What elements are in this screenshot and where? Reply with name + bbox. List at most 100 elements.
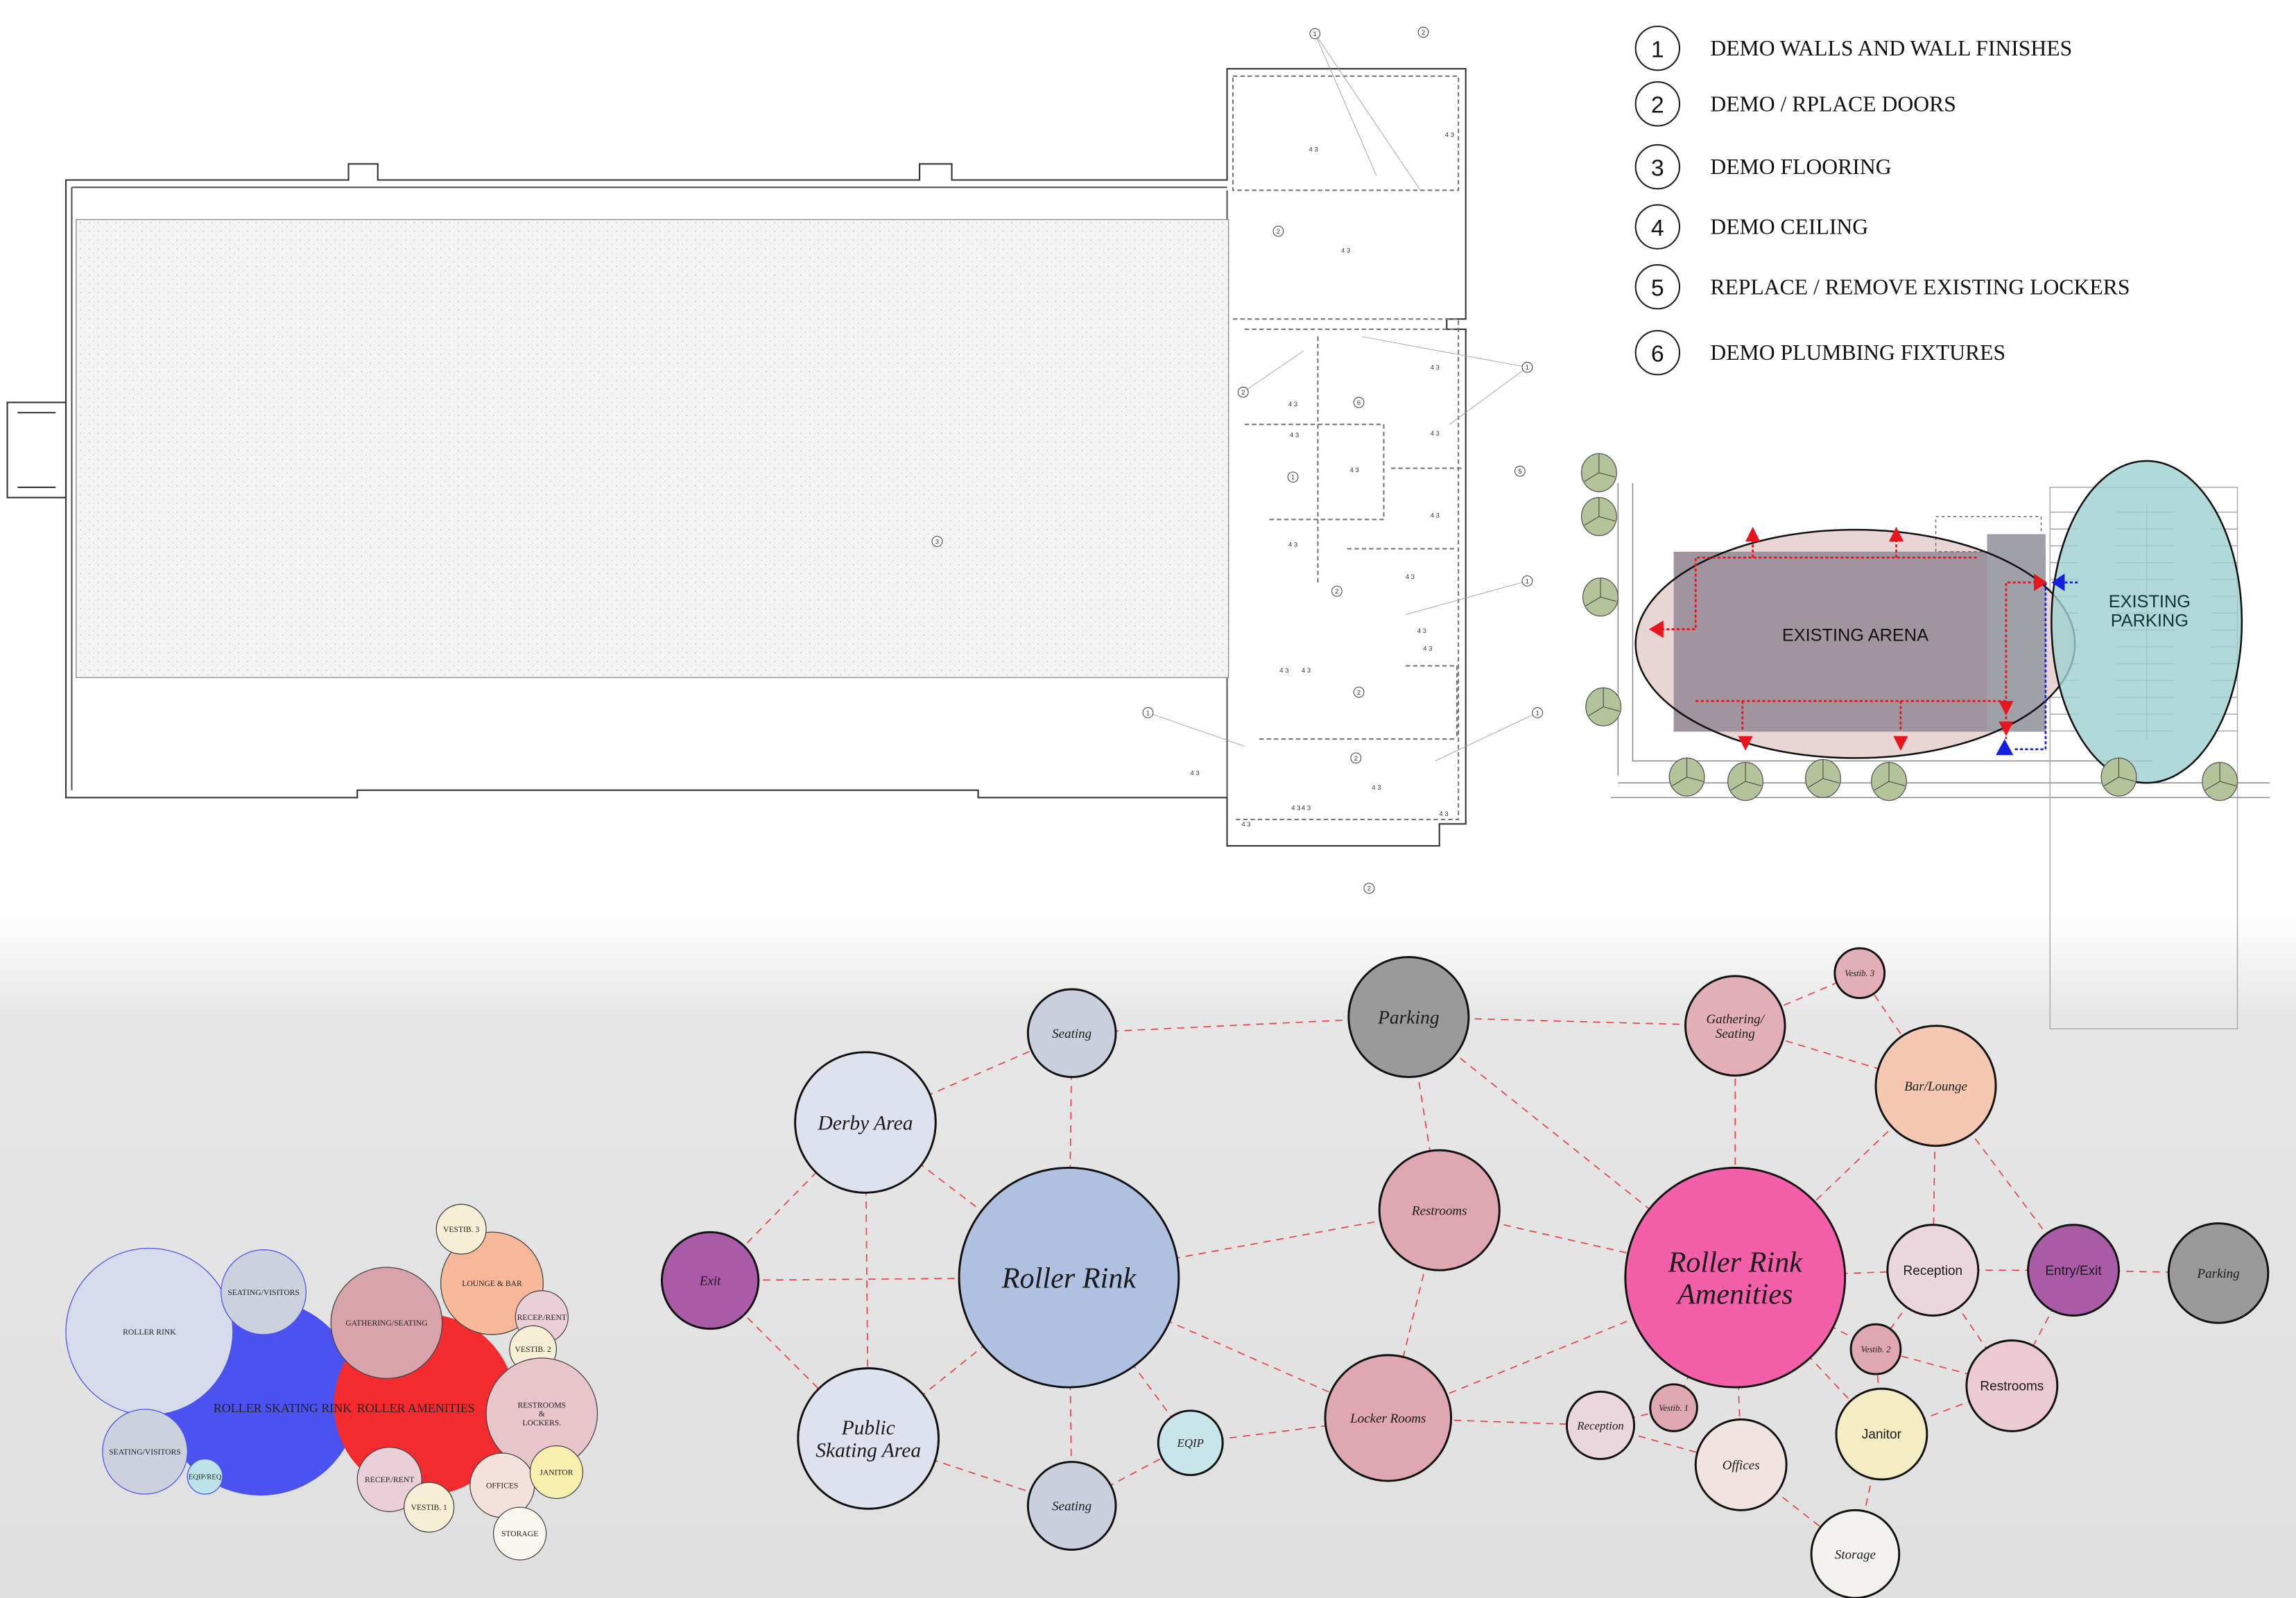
adjacency-edge [710,1276,1069,1281]
tree-branch [1585,577,1617,607]
callout-circle [1363,883,1375,894]
callout-circle [1521,575,1533,587]
adjacency-edge [1859,973,1937,1086]
annex-rooms [1232,75,1460,821]
space-bubble-label: STORAGE [501,1529,538,1538]
legend-number-circle [1634,264,1681,310]
space-bubble-label-line: LOUNGE & BAR [462,1279,522,1288]
legend-number: 3 [1651,155,1664,181]
egress-arrow-icon [2034,573,2048,591]
space-bubble-label-line: STORAGE [501,1529,538,1538]
adjacency-node-label: Roller Rink [1001,1262,1137,1295]
space-bubble [492,1506,547,1561]
adjacency-node-label: Storage [1835,1547,1876,1562]
adjacency-node [1026,988,1117,1079]
site-plan: EXISTING ARENA EXISTING PARKING [1580,453,2270,1030]
west-entrance [6,401,67,498]
site-trees [1580,453,2238,801]
space-bubble-label-line: SEATING/VISITORS [227,1288,300,1297]
adjacency-edge [1388,1417,1601,1426]
adjacency-node-label-line: Parking [1377,1007,1439,1028]
space-bubble-label-line: VESTIB. 1 [411,1503,447,1512]
callout-tag: 4 3 [1290,431,1299,439]
callout-leader [1406,580,1528,615]
callout-tag: 4 3 [1241,821,1250,828]
adjacency-node-label-line: Seating [1052,1027,1091,1041]
adjacency-node-label-line: Roller Rink [1001,1262,1137,1295]
legend-label: DEMO PLUMBING FIXTURES [1710,340,2005,365]
adjacency-node-label: Roller Rink Amenities [1668,1246,1804,1310]
callout-tag: 4 3 [1341,247,1350,254]
adjacency-edge [1932,1269,2013,1387]
adjacency-node-label: Seating [1052,1500,1091,1514]
tree-branch [2104,758,2135,786]
space-bubble-label-line: EQIP/REQ [189,1473,222,1481]
space-bubble-label: GATHERING/SEATING [345,1319,428,1328]
callout-tag: 2 [1422,29,1425,37]
adjacency-node [1835,1387,1928,1481]
adjacency-node-label-line: Bar/Lounge [1904,1079,1967,1094]
space-bubble-label: EQIP/REQ [189,1473,222,1481]
adjacency-node-label: Bar/Lounge [1904,1079,1967,1094]
space-bubble-label-line: VESTIB. 3 [443,1225,479,1234]
space-bubble-label-line: SEATING/VISITORS [109,1448,181,1457]
adjacency-node-label: Derby Area [817,1112,913,1134]
legend-label: DEMO CEILING [1710,215,1868,239]
callout-circle [1237,386,1249,398]
adjacency-node-label: Restrooms [1980,1380,2044,1394]
space-bubble [187,1458,223,1495]
callout-circle [1353,397,1365,408]
entry-arrow-icon [1996,738,2014,756]
space-bubble-label-line: ROLLER RINK [123,1328,176,1337]
space-bubble-label: OFFICES [486,1482,518,1491]
adjacency-node-label-line: Exit [699,1274,721,1289]
space-bubble-label: SEATING/VISITORS [227,1288,300,1297]
legend-label: DEMO / RPLACE DOORS [1710,92,1956,116]
legend-number: 2 [1651,92,1664,119]
callout-tag: 2 [1354,755,1358,763]
adjacency-node-label-line: Parking [2196,1267,2239,1281]
egress-arrow-icon [1888,526,1904,541]
space-bubble-label-line: GATHERING/SEATING [345,1319,428,1328]
space-bubble [435,1204,487,1255]
space-bubble-label: JANITOR [540,1468,573,1477]
adjacency-node-label-line: Public [841,1417,895,1439]
adjacency-node-label-line: Skating Area [815,1440,921,1462]
arena-annex [1987,534,2046,732]
adjacency-node-label-line: Amenities [1675,1278,1793,1311]
space-bubble-label-line: RESTROOMS [517,1400,566,1409]
callout-tag: 4 3 [1423,645,1432,652]
site-roads [1610,483,2270,799]
adjacency-node [1874,1025,1997,1147]
egress-arrow-icon [1999,721,2014,736]
callout-circle [1350,752,1362,764]
tree-branch [1730,762,1762,791]
parking-label-line2: PARKING [2111,611,2189,630]
adjacency-node [1565,1390,1636,1460]
adjacency-node-label-line: Janitor [1862,1427,1902,1442]
adjacency-node-label-line: Vestib. 1 [1659,1403,1689,1413]
adjacency-node [2167,1222,2270,1324]
parking-zone [2051,460,2243,784]
adjacency-node-label: Reception [1576,1419,1623,1432]
egress-paths [1648,526,2080,756]
callout-circle [1142,707,1154,718]
callout-leader [1449,367,1528,425]
callout-tag: 1 [1526,364,1529,372]
tree-branch [1672,758,1703,786]
space-bubble [221,1249,307,1335]
space-bubble [356,1446,422,1513]
callout-tag: 4 3 [1417,627,1426,635]
callout-circle [1309,28,1321,40]
adjacency-node-label: Restrooms [1411,1204,1467,1218]
adjacency-node [660,1231,760,1330]
callout-tag: 4 3 [1190,770,1199,777]
legend-number: 6 [1651,340,1664,367]
adjacency-node-label: Vestib. 2 [1861,1345,1892,1355]
egress-route [1661,556,1977,631]
adjacency-node [1684,975,1786,1077]
adjacency-node [1849,1323,1902,1375]
adjacency-node-label: Vestib. 1 [1659,1403,1689,1413]
rink-floor-area [76,218,1229,678]
